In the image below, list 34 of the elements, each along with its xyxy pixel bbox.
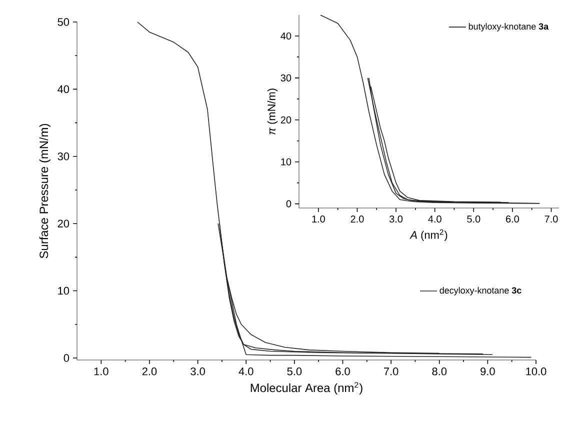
x-tick-label: 1.0 (94, 368, 108, 376)
x-tick-label: 4.0 (428, 216, 442, 223)
y-tick-label: 20 (280, 116, 292, 124)
y-tick-label: 30 (58, 152, 70, 160)
y-tick-label: 10 (58, 286, 70, 295)
x-tick-label: 3.0 (190, 368, 205, 376)
y-tick-label: 40 (280, 32, 292, 40)
x-tick-label: 9.0 (480, 368, 495, 376)
legend-label: decyloxy-knotane 3c (440, 286, 522, 296)
x-tick-label: 4.0 (238, 368, 254, 376)
y-tick-label: 0 (64, 354, 70, 362)
x-axis-title: Molecular Area (nm$^{2}$) (250, 382, 362, 394)
y-tick-label: 50 (58, 18, 70, 26)
x-tick-label: 5.0 (287, 368, 302, 376)
x-tick-label: 5.0 (467, 216, 480, 223)
y-tick-label: 0 (286, 200, 292, 208)
x-tick-label: 10.0 (526, 368, 546, 376)
x-tick-label: 2.0 (350, 216, 364, 223)
x-tick-label: 2.0 (142, 368, 157, 376)
x-axis-title: A (nm$^{2}$) (410, 229, 448, 241)
x-tick-label: 6.0 (336, 368, 350, 376)
legend-label: butyloxy-knotane 3a (468, 23, 549, 32)
y-axis-title: Surface Pressure (mN/m) (39, 124, 50, 258)
x-tick-label: 6.0 (506, 216, 519, 223)
y-tick-label: 30 (280, 74, 292, 82)
x-tick-label: 8.0 (432, 368, 447, 376)
x-tick-label: 7.0 (544, 216, 558, 223)
y-tick-label: 20 (58, 220, 70, 228)
y-tick-label: 10 (281, 158, 292, 166)
x-tick-label: 1.0 (312, 216, 325, 223)
y-tick-label: 40 (58, 85, 70, 94)
x-tick-label: 7.0 (384, 368, 398, 376)
x-tick-label: 3.0 (389, 216, 403, 223)
y-axis-title: π (mN/m) (267, 88, 278, 135)
